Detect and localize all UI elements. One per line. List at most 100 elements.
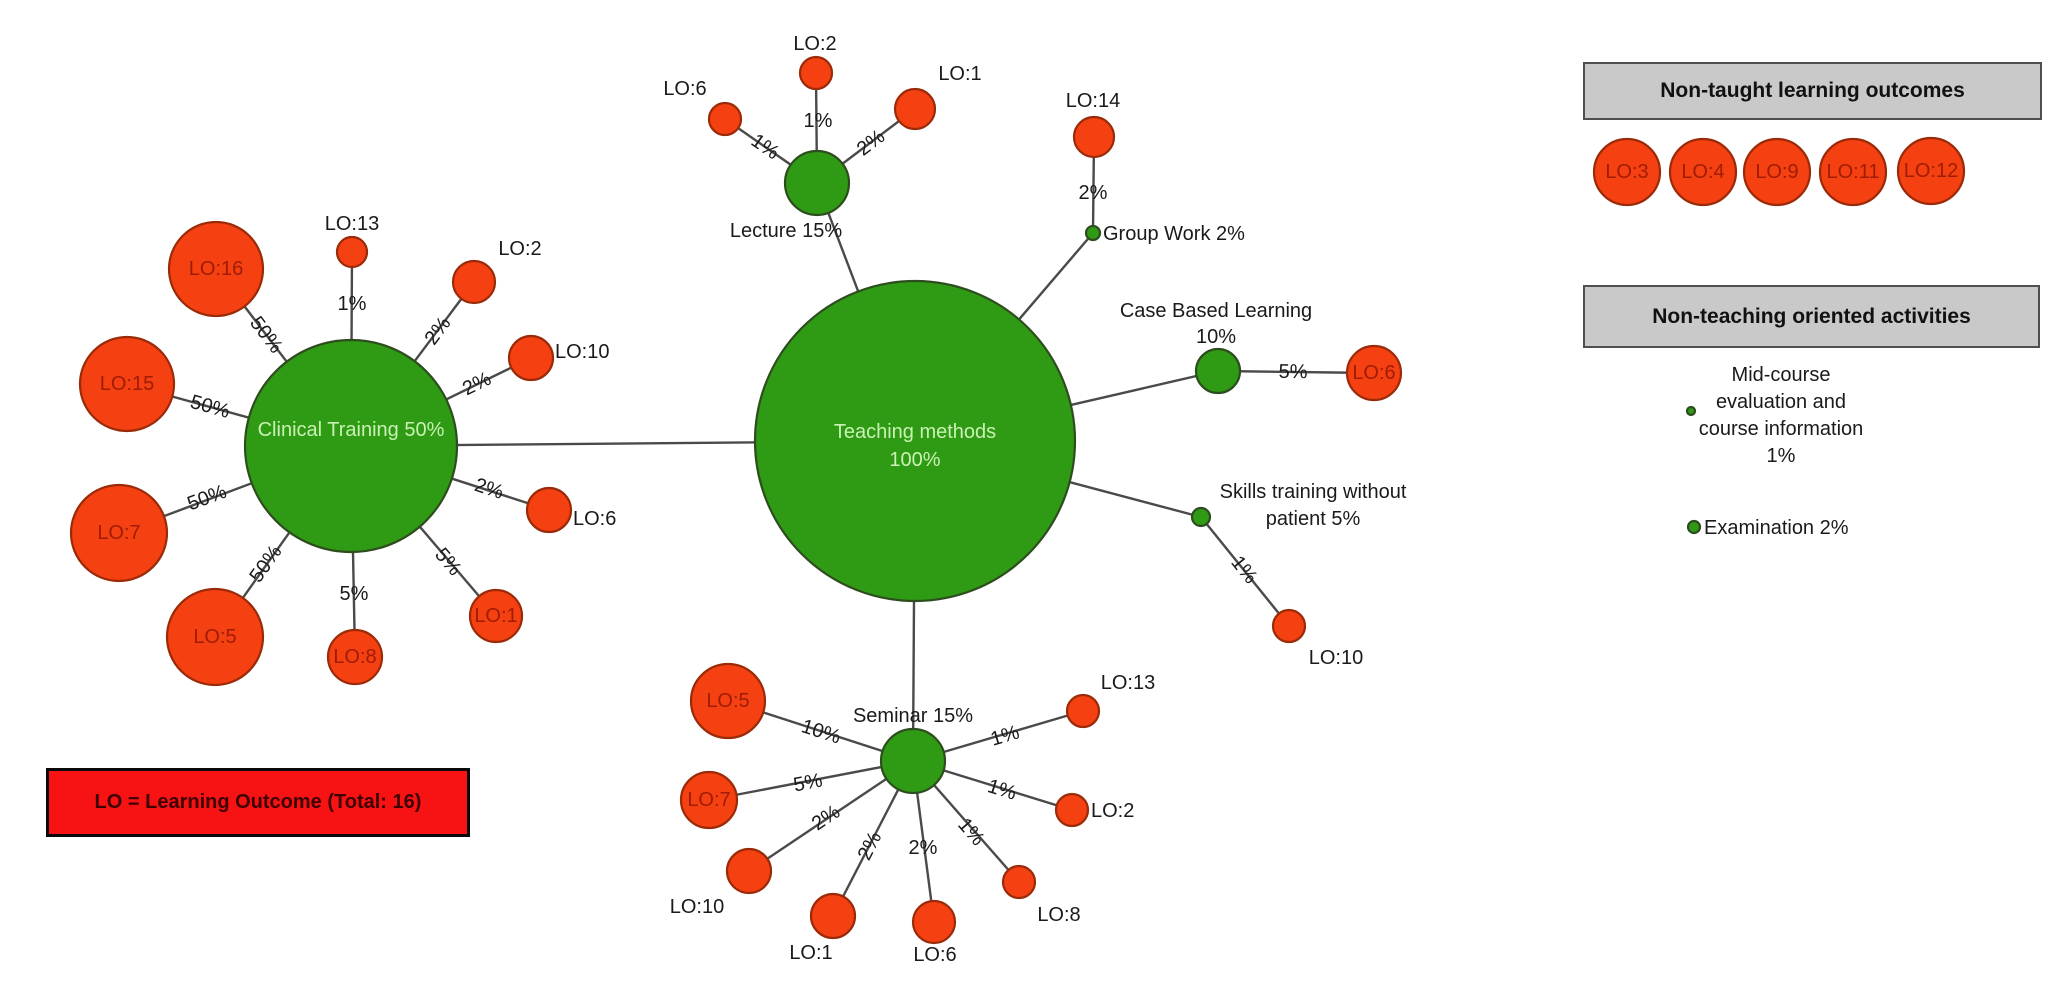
node-cbl [1194,347,1242,395]
node-label-sem_lo1: LO:1 [789,942,832,964]
node-label-skills-line2: patient 5% [1266,508,1361,530]
node-label-cl_lo2: LO:2 [498,238,541,260]
node-sem_lo7 [679,770,739,830]
node-label-cbl-line1: Case Based Learning [1120,300,1312,322]
edge-seminar-sem_lo7 [708,759,914,802]
node-label-cl_lo1: LO:1 [474,605,517,627]
node-label-act_midcourse-line2: evaluation and [1716,391,1846,413]
node-label-act_midcourse-line4: 1% [1767,445,1796,467]
node-label-nt_lo4: LO:4 [1681,161,1724,183]
node-lec_lo2 [798,55,834,91]
edge-label-seminar-sem_lo8: 1% [953,814,989,850]
node-cl_lo10 [507,334,555,382]
node-sem_lo10 [725,847,773,895]
node-label-cl_lo16: LO:16 [189,258,243,280]
node-cl_lo7 [69,483,169,583]
node-label-sem_lo5: LO:5 [706,690,749,712]
node-label-sem_lo6: LO:6 [913,944,956,966]
node-label-sem_lo10: LO:10 [670,896,724,918]
edge-label-seminar-sem_lo10: 2% [808,801,844,836]
node-sem_lo6 [911,899,957,945]
edge-label-clinical-cl_lo8: 5% [340,583,369,605]
edge-label-clinical-cl_lo13: 1% [338,293,367,315]
edge-label-seminar-sem_lo6: 2% [909,837,938,859]
node-label-sem_lo8: LO:8 [1037,904,1080,926]
node-cl_lo16 [167,220,265,318]
edge-label-clinical-cl_lo16: 50% [245,312,287,357]
node-act_exam [1686,519,1702,535]
node-label-teaching-line1: Teaching methods [834,421,996,443]
node-cbl_lo6 [1345,344,1403,402]
node-label-skills-line1: Skills training without [1220,481,1407,503]
node-label-teaching-line2: 100% [889,449,940,471]
edge-label-clinical-cl_lo5: 50% [245,541,286,587]
node-label-nt_lo3: LO:3 [1605,161,1648,183]
edge-label-seminar-sem_lo7: 5% [792,769,825,796]
node-label-sem_lo7: LO:7 [687,789,730,811]
node-skills [1190,506,1212,528]
node-teaching [753,279,1077,603]
node-label-act_midcourse-line1: Mid-course [1732,364,1831,386]
node-label-lec_lo2: LO:2 [793,33,836,55]
non-teaching-oriented-activities-header: Non-teaching oriented activities [1583,285,2040,348]
node-sem_lo13 [1065,693,1101,729]
node-label-sem_lo13: LO:13 [1101,672,1155,694]
edge-label-seminar-sem_lo2: 1% [985,775,1019,805]
node-label-act_exam: Examination 2% [1704,517,1849,539]
node-nt_lo3 [1592,137,1662,207]
node-label-lec_lo1: LO:1 [938,63,981,85]
node-label-cbl-line2: 10% [1196,326,1236,348]
edge-label-seminar-sem_lo1: 2% [854,828,887,864]
node-gw_lo14 [1072,115,1116,159]
node-cl_lo2 [451,259,497,305]
node-cl_lo1 [468,588,524,644]
node-nt_lo4 [1668,137,1738,207]
node-cl_lo8 [326,628,384,686]
edge-label-clinical-cl_lo10: 2% [459,368,495,401]
node-label-cl_lo5: LO:5 [193,626,236,648]
node-act_midcourse [1685,405,1697,417]
node-label-clinical: Clinical Training 50% [258,419,445,441]
edge-label-lecture-lec_lo6: 1% [747,130,783,165]
node-clinical [243,338,459,554]
node-label-cl_lo13: LO:13 [325,213,379,235]
node-label-nt_lo9: LO:9 [1755,161,1798,183]
node-label-cl_lo8: LO:8 [333,646,376,668]
node-label-cl_lo15: LO:15 [100,373,154,395]
node-sem_lo2 [1054,792,1090,828]
node-cl_lo6 [525,486,573,534]
node-nt_lo12 [1896,136,1966,206]
node-label-cl_lo10: LO:10 [555,341,609,363]
non-taught-learning-outcomes-header: Non-taught learning outcomes [1583,62,2042,120]
node-label-sk_lo10: LO:10 [1309,647,1363,669]
node-cl_lo5 [165,587,265,687]
node-label-nt_lo12: LO:12 [1904,160,1958,182]
node-nt_lo11 [1818,137,1888,207]
node-label-act_midcourse-line3: course information [1699,418,1864,440]
node-label-nt_lo11: LO:11 [1827,161,1880,183]
node-label-seminar: Seminar 15% [853,705,973,727]
node-sem_lo1 [809,892,857,940]
edge-label-clinical-cl_lo2: 2% [421,313,456,349]
node-sem_lo8 [1001,864,1037,900]
edge-label-clinical-cl_lo15: 50% [188,391,233,423]
node-label-sem_lo2: LO:2 [1091,800,1134,822]
node-label-gw_lo14: LO:14 [1066,90,1120,112]
node-label-cl_lo7: LO:7 [97,522,140,544]
node-lec_lo1 [893,87,937,131]
edge-label-seminar-sem_lo5: 10% [799,715,844,748]
node-sem_lo5 [689,662,767,740]
node-lecture [783,149,851,217]
node-label-groupwork: Group Work 2% [1103,223,1245,245]
node-label-cl_lo6: LO:6 [573,508,616,530]
edge-skills-sk_lo10 [1200,516,1290,627]
edge-label-cbl-cbl_lo6: 5% [1278,361,1307,383]
node-lec_lo6 [707,101,743,137]
node-label-lecture: Lecture 15% [730,220,843,242]
edge-label-seminar-sem_lo13: 1% [988,721,1022,750]
edge-label-lecture-lec_lo2: 1% [804,110,833,132]
node-label-lec_lo6: LO:6 [663,78,706,100]
node-seminar [879,727,947,795]
